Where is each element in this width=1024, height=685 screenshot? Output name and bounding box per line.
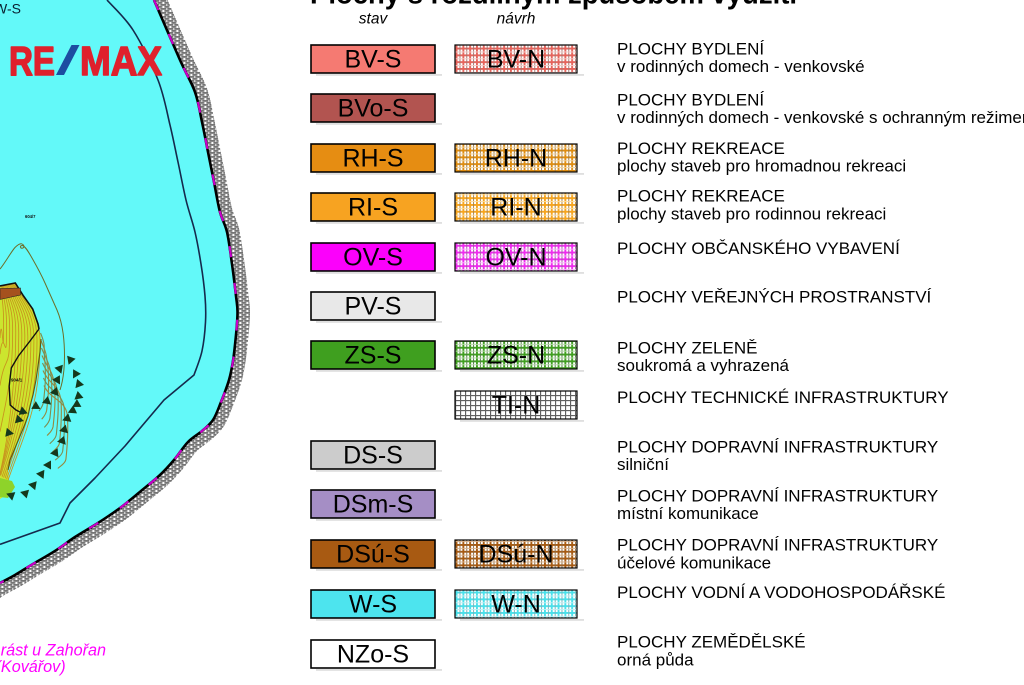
svg-text:RH-S: RH-S (342, 145, 403, 173)
svg-text:NZo-S: NZo-S (337, 641, 409, 669)
svg-text:DSú-N: DSú-N (478, 541, 553, 569)
svg-text:PLOCHY BYDLENÍ: PLOCHY BYDLENÍ (617, 39, 764, 58)
svg-text:RH-N: RH-N (485, 145, 548, 173)
svg-text:DS-S: DS-S (343, 442, 403, 470)
svg-text:W-S: W-S (349, 591, 397, 619)
svg-text:604/7: 604/7 (25, 214, 36, 219)
svg-text:plochy staveb pro hromadnou re: plochy staveb pro hromadnou rekreaci (617, 157, 906, 176)
svg-text:RE: RE (9, 38, 55, 84)
svg-text:PLOCHY REKREACE: PLOCHY REKREACE (617, 139, 785, 158)
svg-text:plochy staveb pro rodinnou rek: plochy staveb pro rodinnou rekreaci (617, 204, 886, 223)
svg-text:PLOCHY REKREACE: PLOCHY REKREACE (617, 187, 785, 206)
svg-text:DSú-S: DSú-S (336, 541, 410, 569)
svg-text:BVo-S: BVo-S (338, 95, 409, 123)
svg-text:orná půda: orná půda (617, 651, 694, 670)
svg-text:v rodinných domech - venkovské: v rodinných domech - venkovské (617, 57, 865, 76)
svg-text:OV-S: OV-S (343, 244, 403, 272)
svg-text:ZS-S: ZS-S (345, 342, 402, 370)
svg-text:PLOCHY DOPRAVNÍ INFRASTRUKTURY: PLOCHY DOPRAVNÍ INFRASTRUKTURY (617, 438, 938, 457)
svg-text:stav: stav (359, 11, 389, 28)
svg-text:PLOCHY ZEMĚDĚLSKÉ: PLOCHY ZEMĚDĚLSKÉ (617, 633, 806, 652)
svg-text:návrh: návrh (497, 11, 536, 28)
svg-text:PLOCHY BYDLENÍ: PLOCHY BYDLENÍ (617, 90, 764, 109)
svg-text:W-S: W-S (0, 1, 21, 17)
svg-text:PLOCHY DOPRAVNÍ INFRASTRUKTURY: PLOCHY DOPRAVNÍ INFRASTRUKTURY (617, 535, 938, 554)
svg-text:MAX: MAX (80, 38, 162, 84)
svg-text:PLOCHY DOPRAVNÍ INFRASTRUKTURY: PLOCHY DOPRAVNÍ INFRASTRUKTURY (617, 486, 938, 505)
svg-text:TI-N: TI-N (492, 392, 541, 420)
svg-text:PLOCHY OBČANSKÉHO VYBAVENÍ: PLOCHY OBČANSKÉHO VYBAVENÍ (617, 239, 900, 258)
svg-text:PLOCHY ZELENĚ: PLOCHY ZELENĚ (617, 338, 757, 357)
svg-text:RI-S: RI-S (348, 194, 398, 222)
svg-text:místní komunikace: místní komunikace (617, 504, 759, 523)
svg-text:BV-S: BV-S (345, 46, 402, 74)
svg-text:(Kovářov): (Kovářov) (0, 658, 66, 676)
svg-text:W-N: W-N (491, 591, 541, 619)
svg-text:Plochy s rozdílným způsobem vy: Plochy s rozdílným způsobem využití (310, 0, 798, 11)
svg-text:v rodinných domech - venkovské: v rodinných domech - venkovské s ochrann… (617, 108, 1024, 127)
svg-text:904/1: 904/1 (11, 378, 23, 383)
svg-text:RI-N: RI-N (490, 194, 541, 222)
svg-text:OV-N: OV-N (485, 244, 546, 272)
svg-text:ZS-N: ZS-N (487, 342, 545, 370)
svg-text:Chrást u Zahořan: Chrást u Zahořan (0, 642, 106, 660)
svg-text:DSm-S: DSm-S (333, 491, 414, 519)
svg-text:PLOCHY TECHNICKÉ INFRASTRUKTUR: PLOCHY TECHNICKÉ INFRASTRUKTURY (617, 388, 949, 407)
svg-text:PV-S: PV-S (345, 293, 402, 321)
svg-text:PLOCHY VODNÍ A VODOHOSPODÁŘSKÉ: PLOCHY VODNÍ A VODOHOSPODÁŘSKÉ (617, 583, 945, 602)
svg-text:soukromá a vyhrazená: soukromá a vyhrazená (617, 356, 790, 375)
svg-text:účelové komunikace: účelové komunikace (617, 554, 771, 573)
svg-text:PLOCHY VEŘEJNÝCH PROSTRANSTVÍ: PLOCHY VEŘEJNÝCH PROSTRANSTVÍ (617, 287, 932, 306)
svg-text:silniční: silniční (617, 455, 669, 474)
svg-text:BV-N: BV-N (487, 46, 545, 74)
